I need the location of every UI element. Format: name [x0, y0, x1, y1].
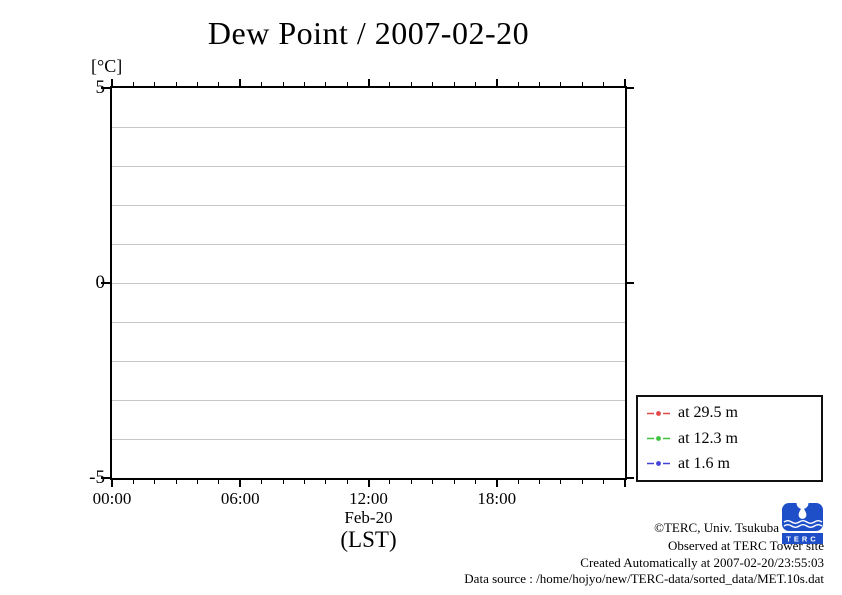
y-axis-major-tick — [101, 87, 110, 89]
legend-series-label: at 1.6 m — [678, 454, 730, 472]
x-axis-minor-tick — [410, 480, 412, 484]
svg-text:TERC: TERC — [786, 535, 818, 544]
y-axis-major-tick — [627, 477, 634, 479]
x-axis-minor-tick — [517, 82, 519, 86]
x-axis-minor-tick — [282, 480, 284, 484]
x-axis-tick-label: 18:00 — [477, 489, 517, 508]
x-axis-minor-tick — [560, 480, 562, 484]
y-axis-unit-label: [°C] — [91, 56, 123, 76]
x-axis-tick-label: 12:00 — [349, 489, 388, 508]
x-axis-minor-tick — [154, 480, 156, 484]
footer-copyright: ©TERC, Univ. Tsukuba — [654, 520, 779, 535]
y-gridline — [112, 165, 625, 167]
y-gridline — [112, 126, 625, 128]
x-axis-minor-tick — [432, 480, 434, 484]
x-axis-minor-tick — [474, 82, 476, 86]
x-axis-major-tick — [239, 480, 242, 487]
x-axis-minor-tick — [581, 82, 583, 86]
legend-line-marker-icon — [647, 436, 670, 441]
y-gridline — [112, 282, 625, 284]
x-axis-minor-tick — [325, 82, 327, 86]
x-axis-date-label: Feb-20 — [344, 508, 393, 527]
y-axis-tick-label: -5 — [89, 467, 105, 488]
x-axis-minor-tick — [453, 82, 455, 86]
x-axis-minor-tick — [154, 82, 156, 86]
legend-row: at 12.3 m — [647, 430, 821, 448]
x-axis-minor-tick — [132, 480, 134, 484]
x-axis-minor-tick — [474, 480, 476, 484]
x-axis-major-tick — [239, 79, 242, 86]
terc-logo-icon: TERC — [781, 497, 824, 544]
legend-row: at 29.5 m — [647, 404, 821, 422]
x-axis-major-tick — [111, 480, 113, 487]
footer-created-timestamp: Created Automatically at 2007-02-20/23:5… — [580, 555, 824, 570]
x-axis-minor-tick — [218, 82, 220, 86]
x-axis-major-tick — [495, 79, 498, 86]
x-axis-minor-tick — [581, 480, 583, 484]
x-axis-minor-tick — [603, 480, 605, 484]
x-axis-major-tick — [495, 480, 498, 487]
x-axis-major-tick — [367, 480, 370, 487]
x-axis-minor-tick — [261, 480, 263, 484]
x-axis-minor-tick — [346, 480, 348, 484]
x-axis-minor-tick — [303, 480, 305, 484]
chart-title: Dew Point / 2007-02-20 — [207, 15, 530, 51]
x-axis-tick-label: 00:00 — [92, 489, 132, 508]
y-axis-tick-label: 5 — [95, 77, 106, 98]
y-gridline — [112, 438, 625, 440]
x-axis-minor-tick — [517, 480, 519, 484]
x-axis-minor-tick — [303, 82, 305, 86]
x-axis-minor-tick — [197, 82, 198, 86]
x-axis-minor-tick — [175, 82, 177, 86]
x-axis-minor-tick — [346, 82, 348, 86]
y-axis-tick-label: 0 — [95, 272, 106, 293]
x-axis-minor-tick — [432, 82, 434, 86]
x-axis-major-tick — [624, 480, 626, 487]
x-axis-title: (LST) — [340, 527, 397, 552]
y-axis-major-tick — [627, 87, 634, 89]
y-axis-major-tick — [101, 477, 110, 479]
x-axis-minor-tick — [132, 82, 134, 86]
y-gridline — [112, 399, 625, 401]
x-axis-minor-tick — [175, 480, 177, 484]
legend-box: at 29.5 m at 12.3 m at 1.6 m — [636, 395, 823, 482]
x-axis-minor-tick — [282, 82, 284, 86]
x-axis-minor-tick — [325, 480, 327, 484]
y-gridline — [112, 321, 625, 323]
legend-row: at 1.6 m — [647, 455, 821, 473]
legend-line-marker-icon — [647, 461, 670, 467]
legend-series-label: at 12.3 m — [678, 429, 738, 447]
x-axis-minor-tick — [197, 480, 198, 484]
x-axis-minor-tick — [410, 82, 412, 86]
y-gridline — [112, 243, 625, 245]
x-axis-minor-tick — [218, 480, 220, 484]
x-axis-minor-tick — [389, 480, 391, 484]
x-axis-minor-tick — [539, 480, 540, 484]
x-axis-major-tick — [367, 79, 370, 86]
x-axis-major-tick — [111, 79, 113, 86]
x-axis-minor-tick — [539, 82, 540, 86]
x-axis-minor-tick — [603, 82, 605, 86]
x-axis-minor-tick — [560, 82, 562, 86]
y-gridline — [112, 360, 625, 362]
x-axis-minor-tick — [261, 82, 263, 86]
footer-data-source-path: Data source : /home/hojyo/new/TERC-data/… — [464, 571, 824, 586]
x-axis-major-tick — [624, 79, 626, 86]
x-axis-minor-tick — [453, 480, 455, 484]
x-axis-minor-tick — [389, 82, 391, 86]
y-gridline — [112, 204, 625, 206]
x-axis-tick-label: 06:00 — [220, 489, 260, 508]
y-axis-major-tick — [627, 282, 634, 284]
legend-series-label: at 29.5 m — [678, 404, 738, 422]
y-axis-major-tick — [101, 282, 110, 284]
legend-line-marker-icon — [647, 410, 670, 416]
